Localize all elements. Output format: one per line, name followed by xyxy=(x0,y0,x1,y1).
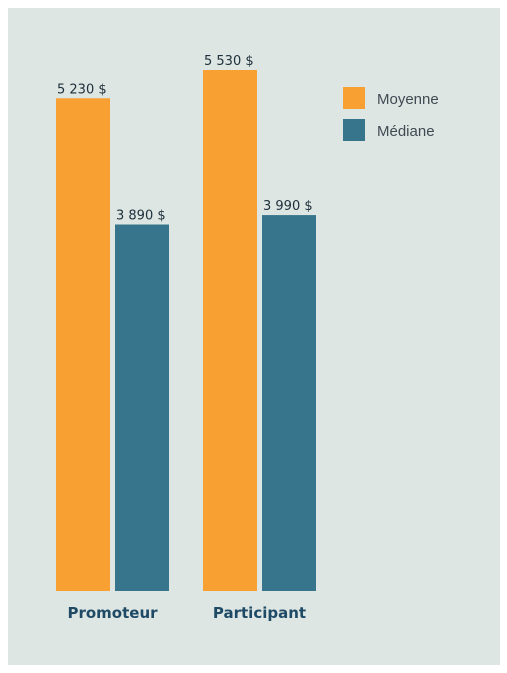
chart-panel: 5 230 $ 3 890 $ 5 530 $ 3 990 $ Promoteur Pa… xyxy=(8,8,500,665)
category-label-participant: Participant xyxy=(213,604,306,622)
value-label-participant-mediane: 3 990 $ xyxy=(263,199,313,214)
category-labels-layer: Promoteur Participant xyxy=(67,604,306,622)
bars-layer xyxy=(56,70,316,592)
value-label-promoteur-moyenne: 5 230 $ xyxy=(57,82,107,97)
legend: Moyenne Médiane xyxy=(343,87,439,141)
value-label-participant-moyenne: 5 530 $ xyxy=(204,54,254,69)
bar-promoteur-moyenne xyxy=(56,98,110,592)
value-label-promoteur-mediane: 3 890 $ xyxy=(116,209,166,224)
value-labels-layer: 5 230 $ 3 890 $ 5 530 $ 3 990 $ xyxy=(57,54,313,224)
legend-swatch-moyenne xyxy=(343,87,365,109)
bar-participant-moyenne xyxy=(203,70,257,591)
category-label-promoteur: Promoteur xyxy=(67,604,158,622)
bar-participant-mediane xyxy=(262,215,316,591)
bar-promoteur-mediane xyxy=(115,224,169,591)
legend-label-mediane: Médiane xyxy=(377,123,435,140)
bar-chart: 5 230 $ 3 890 $ 5 530 $ 3 990 $ Promoteur Pa… xyxy=(56,54,439,622)
legend-swatch-mediane xyxy=(343,119,365,141)
legend-label-moyenne: Moyenne xyxy=(377,91,439,108)
